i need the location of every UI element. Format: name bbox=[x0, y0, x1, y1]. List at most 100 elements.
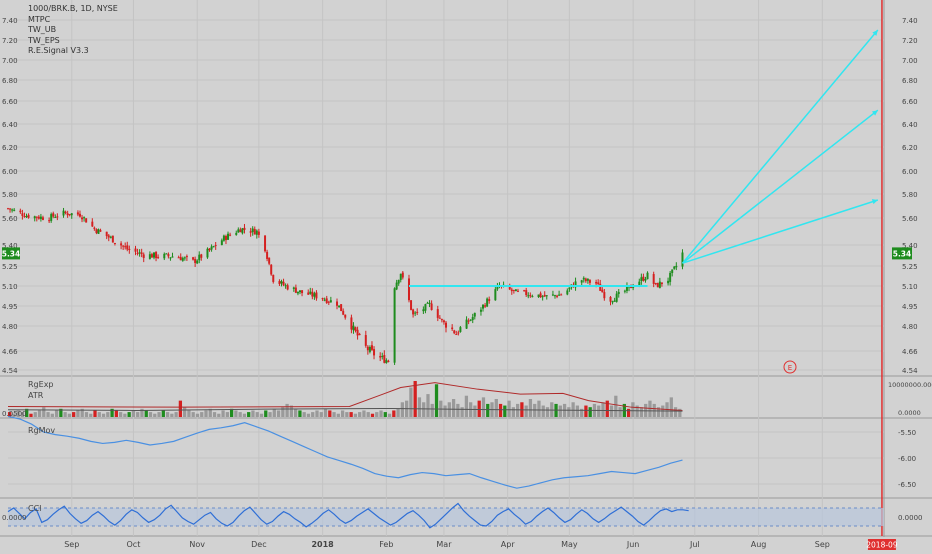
candle-body bbox=[35, 216, 38, 218]
candle-body bbox=[229, 234, 232, 236]
volume-bar bbox=[533, 403, 537, 417]
candle-body bbox=[514, 289, 517, 292]
candle-body bbox=[445, 322, 447, 328]
candle-body bbox=[266, 251, 269, 259]
price-tick-label-left: 6.20 bbox=[2, 144, 18, 152]
candle-body bbox=[440, 319, 443, 321]
volume-bar bbox=[272, 408, 276, 417]
candle-body bbox=[224, 236, 227, 241]
candle-body bbox=[523, 290, 526, 292]
candle-body bbox=[52, 213, 55, 217]
volume-bar bbox=[417, 397, 422, 417]
candle-body bbox=[181, 258, 184, 261]
candle-body bbox=[387, 360, 390, 362]
price-tick-label-left: 7.00 bbox=[2, 57, 18, 65]
candle-body bbox=[397, 279, 400, 284]
candle-body bbox=[338, 305, 341, 308]
candle-body bbox=[148, 254, 151, 259]
volume-bar bbox=[580, 408, 584, 417]
legend-indicator-resignal: R.E.Signal V3.3 bbox=[28, 46, 89, 55]
volume-bar bbox=[494, 399, 498, 417]
time-cursor-badge bbox=[867, 539, 896, 550]
candle-body bbox=[140, 252, 143, 255]
candle-body bbox=[654, 283, 657, 285]
volume-bar bbox=[118, 412, 123, 417]
volume-bar bbox=[656, 407, 661, 417]
volume-bar bbox=[165, 412, 170, 417]
candle-body bbox=[467, 320, 470, 322]
time-axis-label: 2018 bbox=[311, 540, 334, 549]
volume-bar bbox=[678, 408, 682, 417]
volume-bar bbox=[76, 410, 80, 417]
candle-body bbox=[399, 273, 402, 280]
legend-indicator-tw-eps: TW_EPS bbox=[28, 35, 60, 45]
candle-body bbox=[313, 293, 316, 297]
volume-bar bbox=[59, 408, 63, 417]
candle-body bbox=[270, 264, 273, 275]
time-axis-label: Jul bbox=[689, 540, 700, 549]
volume-bar bbox=[588, 407, 592, 417]
candle-body bbox=[529, 295, 532, 297]
candle-body bbox=[167, 254, 170, 257]
price-tick-label: 5.10 bbox=[902, 283, 918, 291]
candle-body bbox=[307, 292, 310, 295]
volume-bar bbox=[80, 408, 84, 417]
candle-body bbox=[177, 257, 180, 259]
volume-bar bbox=[387, 413, 392, 417]
volume-bar bbox=[251, 410, 255, 417]
candle-body bbox=[113, 242, 116, 244]
volume-bar bbox=[268, 412, 272, 417]
volume-bar bbox=[200, 412, 204, 417]
volume-bar bbox=[537, 400, 541, 417]
volume-bar bbox=[195, 413, 200, 417]
candle-body bbox=[385, 360, 388, 364]
candle-body bbox=[667, 280, 670, 284]
volume-bar bbox=[54, 410, 59, 417]
volume-bar bbox=[212, 412, 217, 417]
candle-body bbox=[632, 287, 635, 289]
candle-body bbox=[588, 280, 591, 283]
candle-body bbox=[54, 217, 57, 219]
candle-body bbox=[344, 314, 347, 318]
candle-body bbox=[68, 214, 71, 216]
candle-body bbox=[64, 211, 67, 214]
last-price-label-right: 5.34 bbox=[893, 249, 912, 258]
price-tick-label-left: 6.40 bbox=[2, 121, 18, 129]
candle-body bbox=[545, 295, 548, 297]
price-tick-label: 6.60 bbox=[902, 98, 918, 106]
candle-body bbox=[656, 283, 659, 288]
candle-body bbox=[41, 217, 44, 220]
volume-bar bbox=[409, 387, 413, 417]
candle-body bbox=[111, 235, 114, 243]
volume-bar bbox=[148, 412, 153, 417]
candle-body bbox=[222, 235, 225, 241]
volume-bar bbox=[110, 408, 114, 417]
candle-body bbox=[323, 299, 326, 301]
candle-body bbox=[243, 227, 246, 230]
candle-body bbox=[669, 272, 672, 282]
volume-bar bbox=[67, 413, 72, 417]
candle-body bbox=[76, 212, 79, 215]
candle-body bbox=[527, 295, 530, 297]
time-axis-label: Jun bbox=[626, 540, 640, 549]
volume-bar bbox=[72, 412, 76, 417]
candle-body bbox=[494, 289, 497, 301]
candle-body bbox=[469, 319, 472, 321]
candle-body bbox=[595, 281, 598, 284]
candle-body bbox=[208, 248, 211, 251]
candle-body bbox=[508, 285, 511, 290]
time-axis-label: Sep bbox=[815, 540, 830, 549]
price-tick-label: 6.80 bbox=[902, 77, 918, 85]
candle-body bbox=[264, 235, 267, 252]
price-tick-label: 6.00 bbox=[902, 168, 918, 176]
volume-bar bbox=[204, 410, 208, 417]
volume-bar bbox=[426, 394, 430, 417]
volume-bar bbox=[242, 413, 247, 417]
candle-body bbox=[395, 282, 398, 290]
candle-body bbox=[278, 281, 281, 284]
candle-body bbox=[257, 231, 260, 235]
volume-bar bbox=[400, 402, 405, 417]
candle-body bbox=[512, 289, 515, 291]
